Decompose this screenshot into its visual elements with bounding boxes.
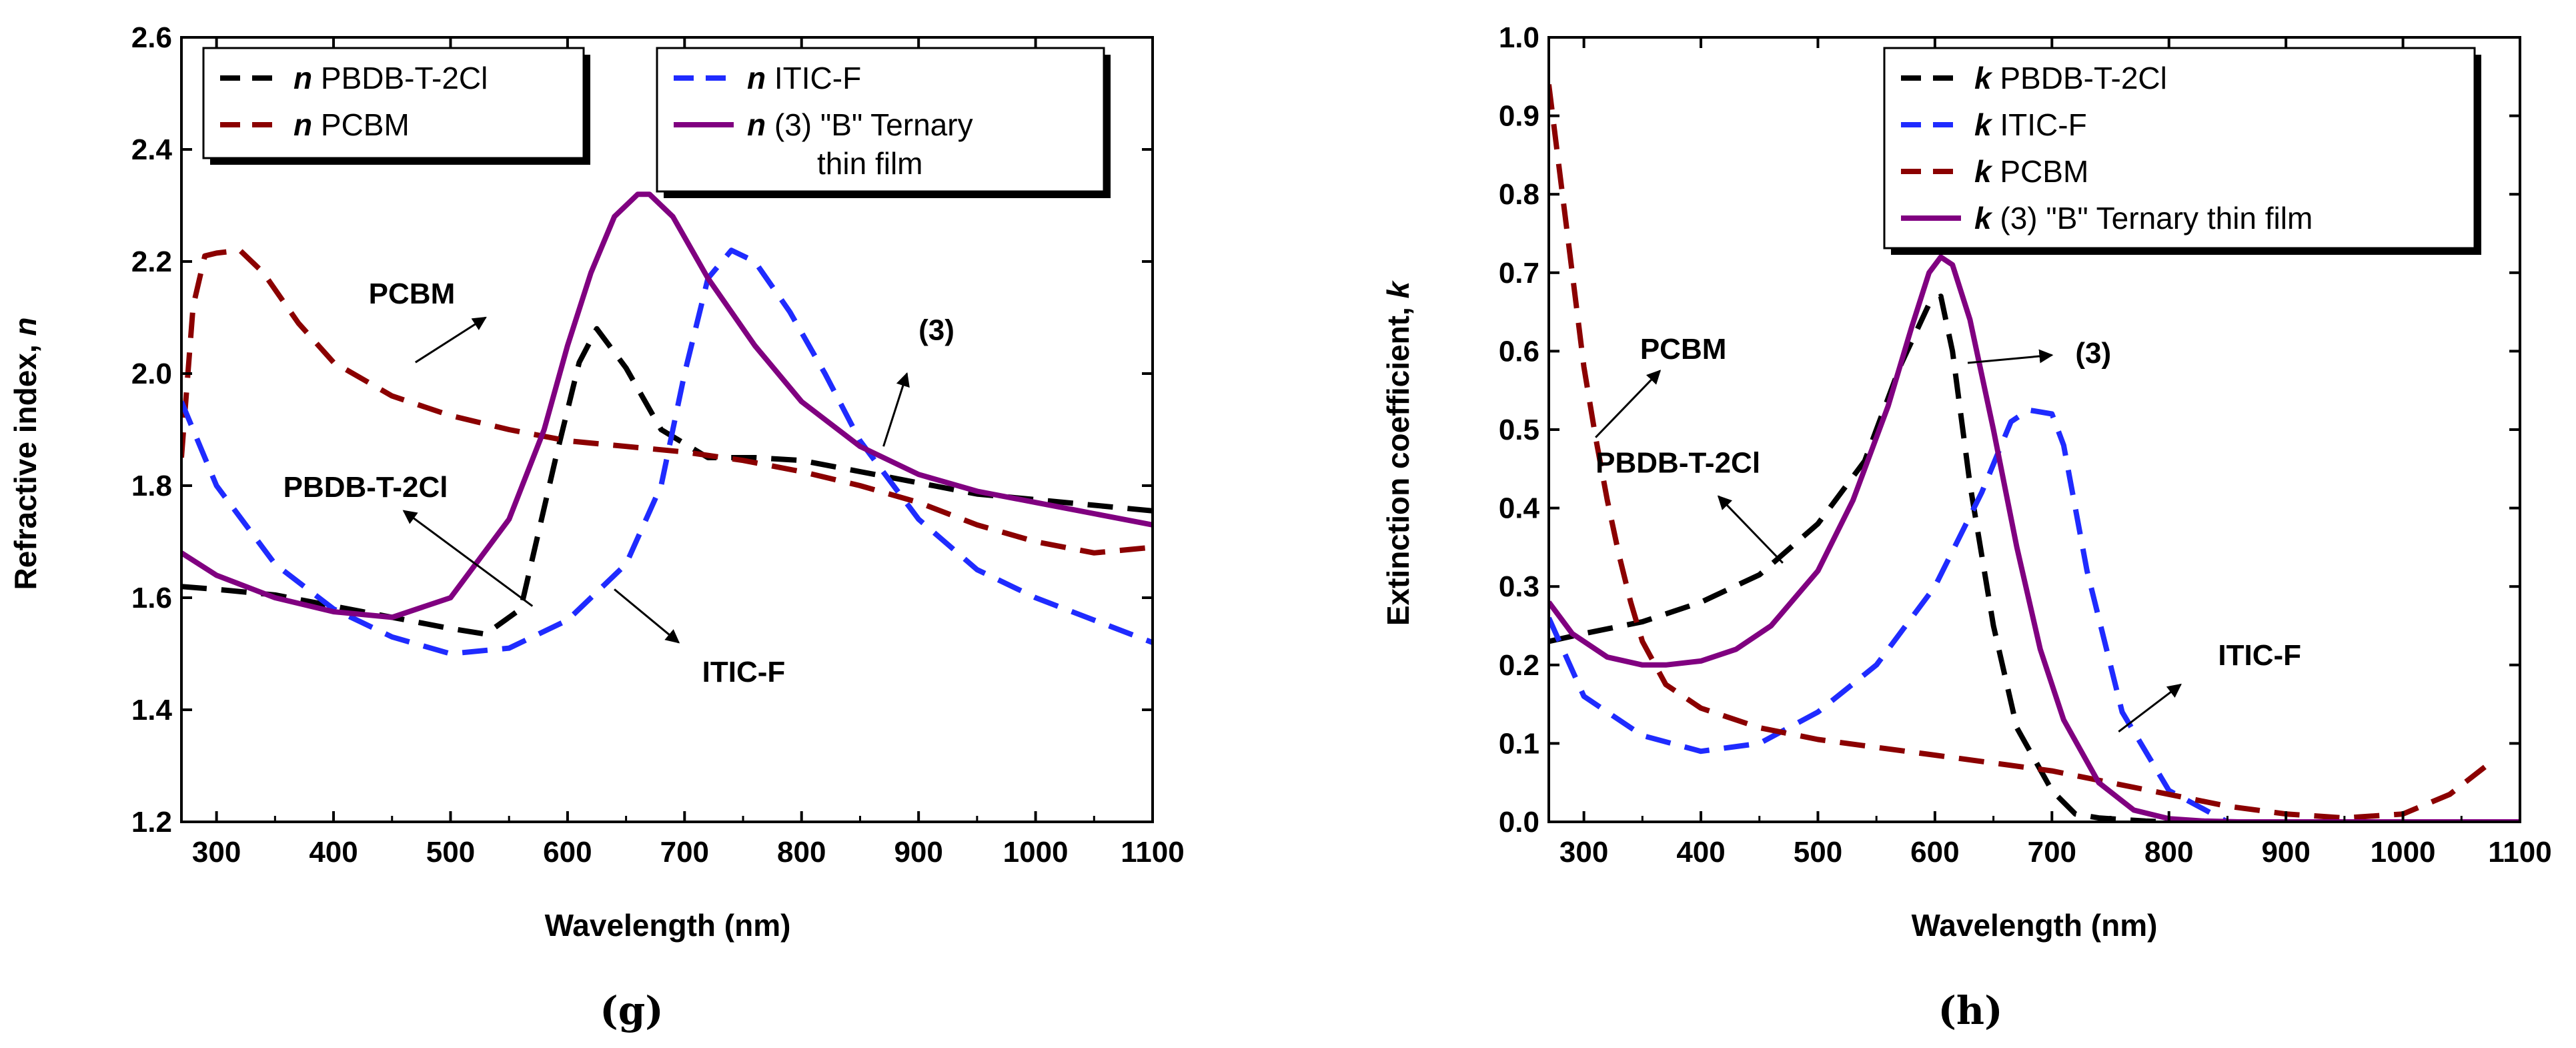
x-tick-label: 400 [1676,836,1725,869]
x-tick-label: 300 [192,836,241,869]
y-axis-title-h: Extinction coefficient, k [1381,280,1415,626]
annotation-arrow [882,372,910,447]
annotation-label: PCBM [1640,333,1727,366]
series-line-pcbm [181,247,1153,556]
annotation-arrow [2118,683,2182,732]
y-tick-label: 2.6 [131,21,172,54]
x-tick-label: 800 [777,836,826,869]
annotation-label: PCBM [369,278,456,310]
x-tick-label: 800 [2144,836,2193,869]
legend-label: k PCBM [1974,154,2088,189]
y-tick-label: 2.4 [131,133,173,166]
x-tick-label: 500 [426,836,475,869]
x-tick-label: 1100 [1121,836,1184,869]
x-tick-label: 700 [2028,836,2076,869]
legend-label: k ITIC-F [1974,107,2087,142]
annotation-arrow [1595,370,1662,438]
y-tick-label: 0.4 [1499,492,1540,525]
series-line-itic [181,247,1153,656]
y-tick-label: 0.3 [1499,570,1539,603]
y-tick-label: 0.7 [1499,257,1539,290]
panel-label-g: (g) [600,988,663,1033]
legend-label: n (3) "B" Ternary [747,107,973,142]
y-tick-label: 1.0 [1499,21,1539,54]
annotation-arrow [1717,495,1784,564]
x-tick-label: 1000 [1003,836,1069,869]
y-tick-label: 2.2 [131,245,172,278]
annotation-arrow [402,510,534,607]
y-tick-label: 0.8 [1499,178,1539,211]
x-tick-label: 1100 [2488,836,2551,869]
y-tick-label: 0.5 [1499,414,1539,446]
y-axis-title-g: Refractive index, n [8,317,43,590]
y-tick-label: 1.4 [131,694,173,726]
x-tick-label: 1000 [2371,836,2436,869]
legend-label: k PBDB-T-2Cl [1974,61,2167,95]
chart-panel-h: Wavelength (nm) Extinction coefficient, … [1381,21,2552,1033]
x-tick-label: 500 [1794,836,1842,869]
annotation-label: (3) [918,314,954,347]
panel-label-h: (h) [1938,988,2002,1033]
y-tick-label: 0.2 [1499,649,1539,682]
legend-label: k (3) "B" Ternary thin film [1974,201,2313,235]
x-axis-title-g: Wavelength (nm) [545,908,791,943]
annotation-arrow [415,316,487,364]
annotation-label: PBDB-T-2Cl [283,471,448,504]
series-line-pbdb [181,326,1153,637]
legend-label: n PBDB-T-2Cl [293,61,488,95]
y-tick-label: 1.8 [131,470,172,502]
legend-label: n PCBM [293,107,410,142]
plot-frame [180,36,1154,823]
annotation-label: ITIC-F [2218,639,2301,672]
series-line-ternary [1549,254,2520,822]
x-tick-label: 600 [1910,836,1959,869]
legend-box [1883,47,2476,249]
x-axis-title-h: Wavelength (nm) [1912,908,2158,943]
y-tick-label: 1.6 [131,582,172,614]
x-tick-label: 700 [660,836,709,869]
annotation-label: (3) [2075,337,2111,370]
annotation-label: ITIC-F [702,656,786,688]
x-tick-label: 400 [309,836,358,869]
x-tick-label: 600 [543,836,592,869]
y-tick-label: 0.6 [1499,335,1539,368]
y-tick-label: 0.1 [1499,727,1539,760]
annotation-arrow [614,588,680,644]
y-tick-label: 2.0 [131,358,172,390]
legend-label-line2: thin film [817,146,922,181]
annotation-arrow [1967,349,2054,364]
annotation-label: PBDB-T-2Cl [1595,447,1760,480]
legend-label: n ITIC-F [747,61,861,95]
y-tick-label: 0.9 [1499,100,1539,133]
y-tick-label: 0.0 [1499,806,1539,839]
x-tick-label: 300 [1559,836,1608,869]
chart-panel-g: Wavelength (nm) Refractive index, n (g) … [8,21,1185,1033]
y-tick-label: 1.2 [131,806,172,839]
x-tick-label: 900 [894,836,942,869]
series-line-pbdb [1549,294,2169,822]
x-tick-label: 900 [2261,836,2310,869]
series-line-ternary [181,191,1153,620]
legend-box [656,47,1105,193]
legend-box [202,47,585,159]
